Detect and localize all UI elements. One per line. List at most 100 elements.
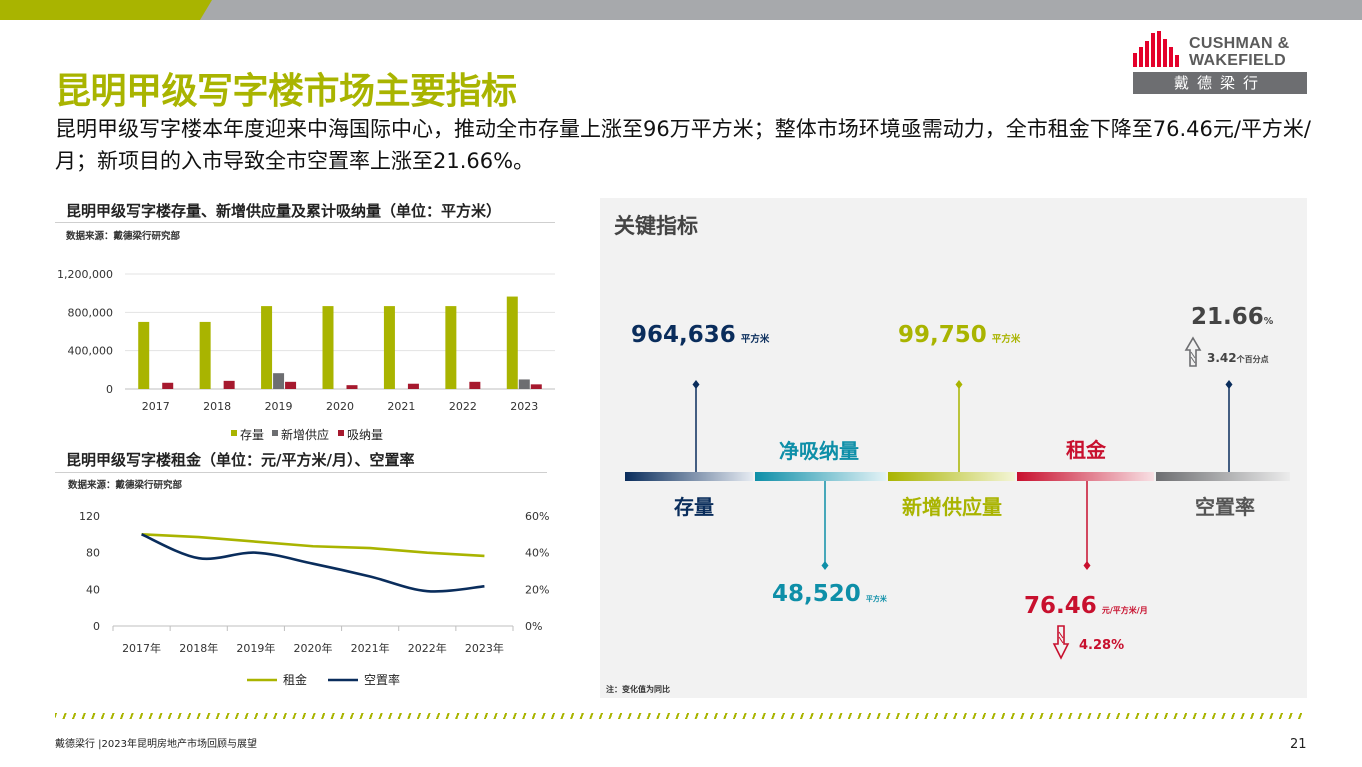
chart2-xtick-label: 2019年 [236,641,275,655]
kpi-segment-vacancy [1156,472,1290,481]
kpi-marker-absorption [821,561,829,570]
page-number: 21 [1290,737,1307,752]
kpi-value-absorption-group: 48,520 平方米 [772,581,887,607]
chart1-ytick-label: 800,000 [68,306,114,319]
chart1-ytick-label: 400,000 [68,345,114,358]
chart1-bar-吸纳量 [346,385,358,389]
kpi-unit-rent: 元/平方米/月 [1101,606,1148,615]
top-bar [0,0,1362,20]
chart1-bar-存量 [506,296,518,389]
chart1-bar-chart: 0 400,000 800,000 1,200,000 2017 2018 2019 2020… [57,268,555,442]
chart2-xtick-label: 2020年 [294,641,333,655]
kpi-segment-rent [1017,472,1154,481]
chart1-bar-新增供应 [518,379,530,389]
cushman-logo-icon [1133,31,1179,67]
kpi-note: 注：变化值为同比 [606,685,670,694]
chart2-xtick-label: 2022年 [408,641,447,655]
chart1-bar-吸纳量 [162,382,174,389]
logo-line2: WAKEFIELD [1189,52,1286,69]
chart1-bar-吸纳量 [469,381,481,389]
chart1-divider [55,222,555,223]
chart2-ytick-left: 40 [86,583,100,596]
kpi-segment-supply [888,472,1015,481]
kpi-marker-rent [1083,561,1091,570]
footer-dashed-line [55,713,1307,719]
chart1-legend-label: 吸纳量 [347,428,383,442]
chart2-ytick-left: 80 [86,547,100,560]
kpi-panel: 关键指标 注：变化值为同比 [600,198,1307,698]
kpi-unit-supply: 平方米 [991,334,1021,345]
chart2-ytick-right: 60% [525,510,549,523]
page-intro: 昆明甲级写字楼本年度迎来中海国际中心，推动全市存量上涨至96万平方米；整体市场环… [55,117,1311,173]
kpi-marker-supply [955,380,963,389]
kpi-unit-stock: 平方米 [740,334,770,345]
chart1-xtick-label: 2018 [203,400,231,413]
chart2-line-chart: 0 40 80 120 0% 20% 40% 60% 2017年 2018年 2019年 2020年 2… [79,510,549,687]
kpi-value-supply: 99,750 [898,322,987,348]
chart2-ytick-left: 120 [79,510,100,523]
chart1-ytick-label: 0 [106,383,113,396]
top-bar-accent [0,0,212,20]
chart2-legend-label: 租金 [283,672,307,687]
kpi-unit-absorption: 平方米 [865,595,887,603]
chart1-xtick-label: 2017 [142,400,170,413]
chart2-line-空置率 [141,533,485,593]
up-arrow-icon [1184,336,1202,367]
kpi-value-absorption: 48,520 [772,581,861,607]
chart2-divider [55,472,547,473]
kpi-label-absorption: 净吸纳量 [779,439,859,463]
chart1-ytick-label: 1,200,000 [57,268,113,281]
logo-line1: CUSHMAN & [1189,35,1290,52]
chart1-bar-存量 [261,306,273,389]
chart2-ytick-right: 20% [525,583,549,596]
kpi-heading: 关键指标 [614,214,698,238]
chart1-bar-吸纳量 [223,380,235,389]
kpi-change-unit-vacancy: 个百分点 [1236,355,1269,364]
footer-text: 戴德梁行 |2023年昆明房地产市场回顾与展望 [55,739,257,750]
chart2-ytick-right: 0% [525,620,542,633]
chart1-bar-吸纳量 [285,381,297,389]
chart1-legend-label: 新增供应 [281,427,329,442]
chart2-xtick-label: 2021年 [351,641,390,655]
kpi-label-vacancy: 空置率 [1195,495,1255,519]
kpi-value-vacancy-group: 21.66% [1191,304,1273,330]
chart1-bar-新增供应 [273,373,285,389]
kpi-value-stock: 964,636 [631,322,736,348]
chart2-source: 数据来源：戴德梁行研究部 [68,480,183,491]
chart1-xtick-label: 2023 [510,400,538,413]
chart1-xtick-label: 2019 [265,400,293,413]
chart2-ytick-left: 0 [93,620,100,633]
chart1-bar-吸纳量 [407,383,419,389]
chart2-line-租金 [141,533,485,558]
kpi-value-stock-group: 964,636 平方米 [631,322,769,348]
chart1-bar-吸纳量 [530,384,542,389]
logo-chinese: 戴德梁行 [1133,72,1307,94]
chart1-bar-存量 [199,321,211,389]
kpi-label-supply: 新增供应量 [902,495,1002,519]
chart1-legend-swatch [272,430,278,436]
chart1-bar-存量 [383,306,395,389]
chart2-xtick-label: 2023年 [465,641,504,655]
logo-wordmark: CUSHMAN & WAKEFIELD [1189,35,1289,69]
kpi-change-vacancy-group: 3.42个百分点 [1207,347,1269,366]
chart2-title: 昆明甲级写字楼租金（单位：元/平方米/月）、空置率 [66,451,415,469]
down-arrow-icon [1052,625,1070,660]
chart2-ytick-right: 40% [525,547,549,560]
kpi-diagram [625,336,1290,660]
kpi-segments [625,472,1290,481]
chart1-bar-存量 [445,306,457,389]
chart1-xtick-label: 2021 [387,400,415,413]
chart1-source: 数据来源：戴德梁行研究部 [66,231,181,242]
kpi-value-vacancy: 21.66 [1191,304,1264,330]
kpi-segment-stock [625,472,753,481]
kpi-label-stock: 存量 [674,495,714,519]
kpi-change-vacancy: 3.42 [1207,351,1237,365]
chart2-legend-label: 空置率 [364,672,400,687]
kpi-unit-vacancy: % [1263,316,1274,327]
kpi-marker-vacancy [1225,380,1233,389]
kpi-value-rent: 76.46 [1024,593,1097,619]
chart2-xtick-label: 2017年 [122,641,161,655]
kpi-value-supply-group: 99,750 平方米 [898,322,1020,348]
chart1-bar-存量 [138,321,150,389]
chart1-legend-label: 存量 [240,428,264,442]
